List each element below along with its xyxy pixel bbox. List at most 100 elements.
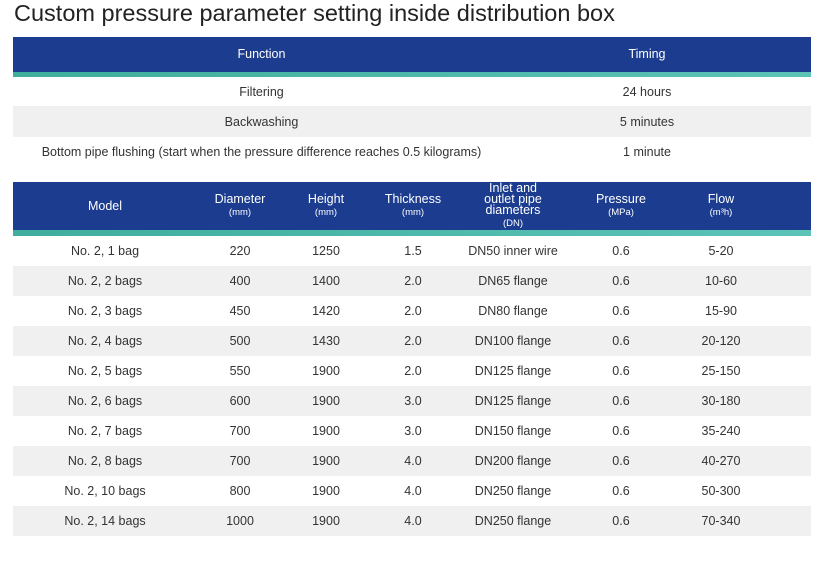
table-cell: 1420: [312, 304, 340, 318]
header-label: Model: [87, 198, 123, 213]
table-cell: No. 2, 8 bags: [67, 454, 143, 468]
table-cell: 700: [229, 424, 251, 438]
table-cell: No. 2, 4 bags: [67, 334, 143, 348]
header-unit: (m³h): [709, 207, 733, 218]
table-cell: 1900: [312, 394, 340, 408]
table-cell: 1430: [312, 334, 340, 348]
row-bg: [13, 106, 811, 137]
table-cell: 40-270: [701, 454, 741, 468]
table-cell: 800: [229, 484, 251, 498]
table-cell: 5 minutes: [619, 114, 675, 129]
header-unit: (DN): [502, 218, 524, 229]
table-cell: 4.0: [404, 514, 422, 528]
table-cell: 20-120: [701, 334, 741, 348]
row-bg: [13, 506, 811, 536]
table-cell: 5-20: [708, 244, 734, 258]
table-cell: 600: [229, 394, 251, 408]
table-cell: DN250 flange: [474, 484, 552, 498]
table-cell: DN125 flange: [474, 364, 552, 378]
header-bar: [13, 37, 811, 72]
table-cell: 0.6: [612, 244, 630, 258]
table-cell: DN65 flange: [478, 274, 548, 288]
table-cell: DN100 flange: [474, 334, 552, 348]
header-cell: Model: [30, 182, 180, 230]
table-cell: Bottom pipe flushing (start when the pre…: [41, 144, 482, 159]
row-bg: [13, 326, 811, 356]
table-cell: 1250: [312, 244, 340, 258]
header-label: Thickness: [384, 192, 442, 206]
table-cell: 2.0: [404, 334, 422, 348]
row-bg: [13, 446, 811, 476]
table-cell: 70-340: [701, 514, 741, 528]
table-cell: No. 2, 14 bags: [64, 514, 146, 528]
header-cell: Function: [237, 47, 286, 61]
table-cell: 50-300: [701, 484, 741, 498]
header-unit: (MPa): [608, 207, 634, 218]
header-label: Pressure: [595, 192, 647, 206]
table-cell: 0.6: [612, 424, 630, 438]
table-cell: No. 2, 7 bags: [67, 424, 143, 438]
table-cell: 1900: [312, 454, 340, 468]
table-cell: No. 2, 2 bags: [67, 274, 143, 288]
row-bg: [13, 386, 811, 416]
table-cell: 0.6: [612, 304, 630, 318]
header-label: Flow: [707, 192, 735, 206]
table-cell: DN125 flange: [474, 394, 552, 408]
table-cell: 4.0: [404, 484, 422, 498]
table-cell: 2.0: [404, 364, 422, 378]
table-cell: No. 2, 3 bags: [67, 304, 143, 318]
table-cell: 700: [229, 454, 251, 468]
table-cell: 15-90: [705, 304, 737, 318]
header-unit: (mm): [401, 207, 425, 218]
table-cell: 35-240: [701, 424, 741, 438]
table-cell: 1900: [312, 514, 340, 528]
header-cell: Height (mm): [286, 182, 366, 230]
table-cell: 0.6: [612, 274, 630, 288]
table-cell: 0.6: [612, 364, 630, 378]
table-cell: 4.0: [404, 454, 422, 468]
header-stripe: [13, 230, 811, 236]
table-cell: 1900: [312, 364, 340, 378]
table-cell: DN250 flange: [474, 514, 552, 528]
table-cell: 450: [229, 304, 251, 318]
row-bg: [13, 266, 811, 296]
header-stripe: [13, 72, 811, 77]
header-cell: Inlet and outlet pipe diameters (DN): [458, 182, 568, 230]
table-cell: 1400: [312, 274, 340, 288]
page-title: Custom pressure parameter setting inside…: [14, 0, 615, 26]
table-cell: 2.0: [404, 304, 422, 318]
table-cell: DN200 flange: [474, 454, 552, 468]
header-unit: (mm): [314, 207, 338, 218]
header-label: Diameter: [214, 192, 266, 206]
table-cell: 3.0: [404, 424, 422, 438]
table-cell: No. 2, 6 bags: [67, 394, 143, 408]
table-cell: 2.0: [404, 274, 422, 288]
table-cell: 3.0: [404, 394, 422, 408]
header-cell: Flow (m³h): [671, 182, 771, 230]
table-cell: DN80 flange: [478, 304, 548, 318]
table-cell: DN50 inner wire: [468, 244, 558, 258]
table-cell: 10-60: [705, 274, 737, 288]
table-cell: Backwashing: [224, 114, 299, 129]
table-cell: 1.5: [404, 244, 422, 258]
table-cell: 500: [229, 334, 251, 348]
table-cell: 1900: [312, 424, 340, 438]
table-cell: No. 2, 5 bags: [67, 364, 143, 378]
table-cell: No. 2, 10 bags: [64, 484, 146, 498]
table-cell: Filtering: [239, 84, 284, 99]
table-cell: 0.6: [612, 394, 630, 408]
table-cell: 1 minute: [623, 144, 671, 159]
table-cell: 24 hours: [622, 84, 672, 99]
table-cell: 30-180: [701, 394, 741, 408]
header-label: Height: [307, 192, 345, 206]
table-cell: 0.6: [612, 514, 630, 528]
table-cell: 550: [229, 364, 251, 378]
header-cell: Timing: [628, 47, 666, 61]
table-cell: 0.6: [612, 334, 630, 348]
table-cell: 1900: [312, 484, 340, 498]
table-cell: 400: [229, 274, 251, 288]
header-bar: [13, 182, 811, 230]
table-cell: 220: [229, 244, 251, 258]
header-cell: Thickness (mm): [373, 182, 453, 230]
